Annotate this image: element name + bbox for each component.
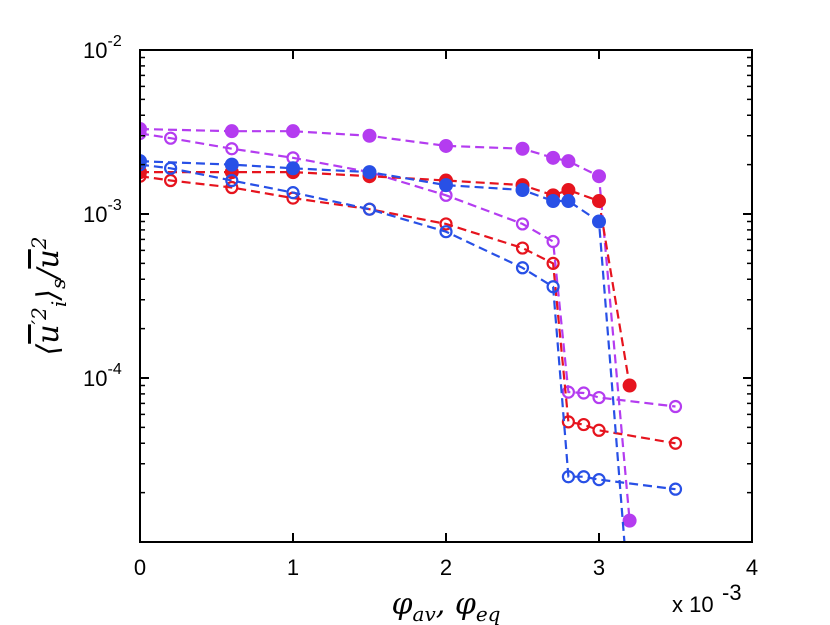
- y-tick-label: 10-2: [83, 33, 122, 63]
- data-point: [592, 194, 606, 209]
- data-point: [561, 154, 576, 169]
- data-point: [592, 169, 606, 184]
- x-tick-label: 3: [593, 555, 605, 580]
- data-point: [515, 261, 530, 275]
- data-point: [622, 513, 637, 528]
- data-point: [439, 138, 453, 153]
- data-point: [164, 131, 178, 145]
- data-point: [546, 234, 560, 249]
- data-point: [592, 473, 606, 487]
- x-axis-label: φav, φeq: [392, 587, 501, 625]
- svg-text:⟨u′2i⟩s/u2: ⟨u′2i⟩s/u2: [27, 237, 71, 356]
- x-tick-label: 2: [440, 555, 452, 580]
- series-line-0: [140, 127, 631, 521]
- data-point: [515, 141, 530, 156]
- data-point: [623, 601, 636, 614]
- x-multiplier: x 10 -3: [672, 580, 742, 617]
- data-point: [515, 183, 530, 198]
- data-point: [140, 158, 147, 172]
- data-point: [439, 178, 453, 193]
- x-multiplier-exponent: -3: [722, 580, 742, 605]
- labels-layer: 0 1 2 3 4 10-2 10-3 10-4: [83, 33, 758, 580]
- y-tick-label: 10-4: [83, 361, 122, 391]
- data-point: [515, 241, 530, 255]
- x-tick-label: 4: [746, 555, 758, 580]
- series-line-4: [140, 160, 626, 542]
- data-point: [668, 482, 683, 496]
- data-point: [622, 378, 637, 393]
- data-point: [577, 417, 591, 432]
- ticks-layer: [139, 49, 753, 542]
- data-point: [140, 169, 147, 183]
- data-point: [439, 225, 453, 239]
- data-point: [286, 161, 300, 176]
- series-line-1: [140, 132, 676, 408]
- data-point: [561, 194, 576, 209]
- data-point: [577, 470, 591, 484]
- data-point: [439, 217, 453, 231]
- data-point: [362, 128, 377, 143]
- data-point: [592, 390, 606, 405]
- x-tick-label: 1: [287, 555, 299, 580]
- data-point: [286, 124, 300, 139]
- data-point: [592, 423, 606, 437]
- data-point: [140, 126, 147, 141]
- data-point: [668, 436, 683, 450]
- data-point: [224, 124, 239, 139]
- data-point: [362, 202, 377, 216]
- data-point: [592, 214, 606, 229]
- data-point: [164, 173, 178, 188]
- data-point: [515, 217, 530, 231]
- data-point: [546, 194, 561, 209]
- plot-frame: [139, 49, 753, 543]
- series-line-2: [140, 171, 631, 386]
- x-multiplier-base: x 10: [672, 592, 714, 617]
- data-point: [577, 386, 591, 400]
- data-point: [561, 385, 576, 399]
- y-tick-label: 10-3: [83, 197, 122, 227]
- data-point: [561, 415, 576, 429]
- data-point: [546, 280, 560, 294]
- data-point: [362, 165, 377, 180]
- data-point: [225, 180, 239, 195]
- series-layer: [140, 121, 683, 614]
- y-axis-label: ⟨u′2i⟩s/u2: [27, 237, 71, 356]
- data-point: [286, 186, 300, 200]
- data-point: [546, 256, 560, 270]
- data-point: [224, 157, 239, 172]
- data-point: [668, 399, 683, 414]
- data-point: [225, 142, 239, 156]
- data-point: [546, 150, 561, 165]
- data-point: [164, 161, 178, 175]
- series-line-5: [140, 163, 676, 491]
- x-tick-label: 0: [134, 555, 146, 580]
- data-point: [225, 173, 239, 188]
- data-point: [561, 470, 576, 484]
